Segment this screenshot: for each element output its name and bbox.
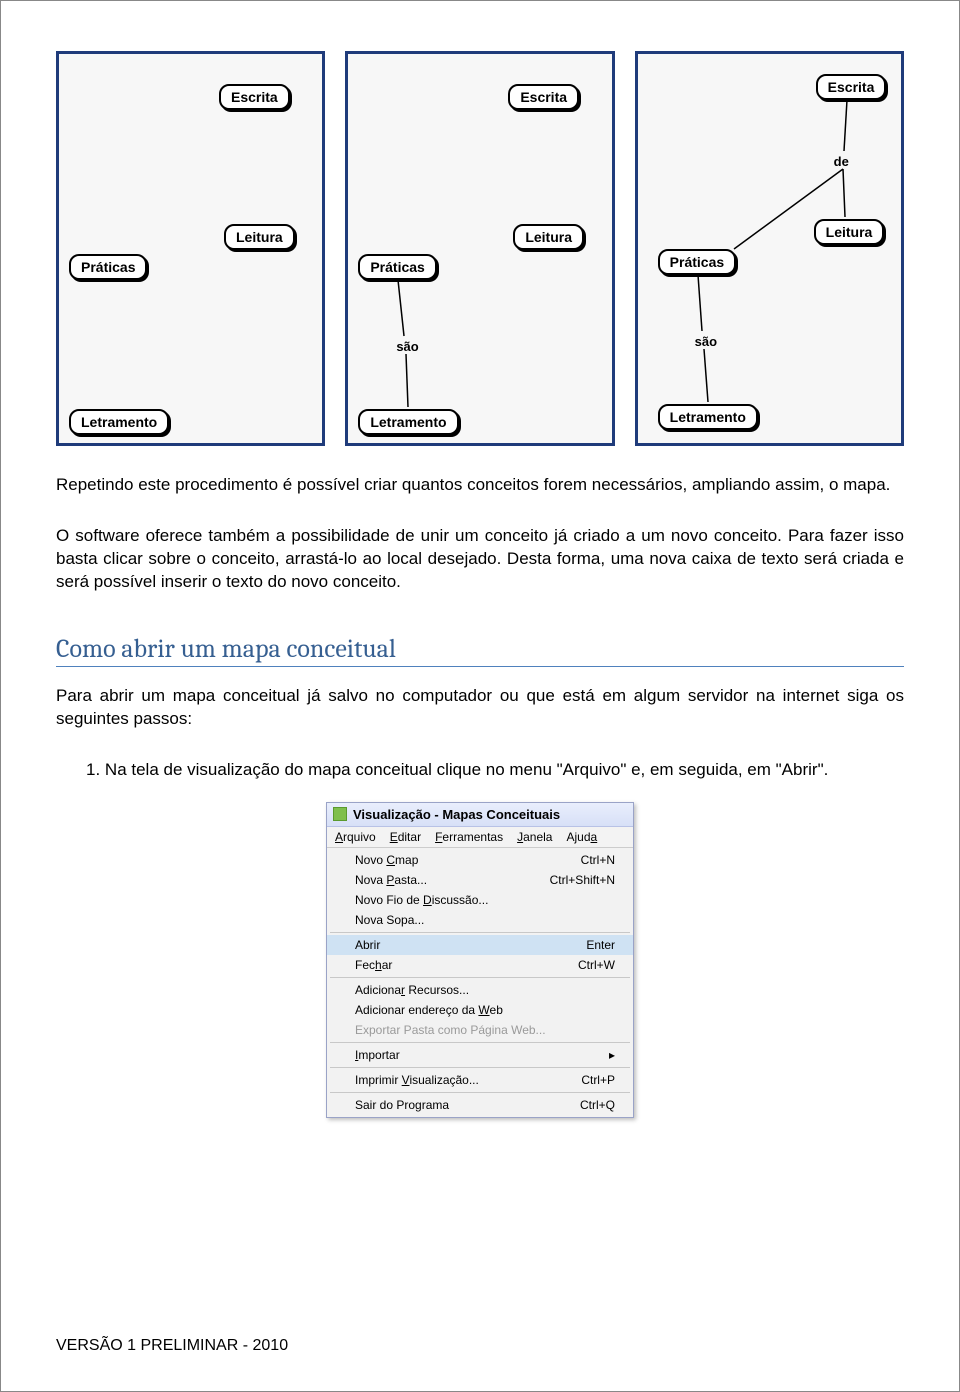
section-heading: Como abrir um mapa conceitual xyxy=(56,634,904,667)
menu-item-label: Adicionar Recursos... xyxy=(355,983,469,997)
menu-screenshot: Visualização - Mapas Conceituais Arquivo… xyxy=(326,802,634,1118)
diagram-panels-row: Escrita Leitura Práticas Letramento Escrita… xyxy=(56,51,904,446)
concept-map-panel-3: Escrita Leitura Práticas Letramento de são xyxy=(635,51,904,446)
menu-item-label: Abrir xyxy=(355,938,380,952)
concept-node[interactable]: Escrita xyxy=(816,74,887,100)
concept-map-panel-1: Escrita Leitura Práticas Letramento xyxy=(56,51,325,446)
concept-node[interactable]: Escrita xyxy=(219,84,290,110)
menu-separator xyxy=(330,1092,630,1093)
menu-item-label: Importar xyxy=(355,1048,400,1062)
menu-item-shortcut: Ctrl+Shift+N xyxy=(550,873,615,887)
window-title: Visualização - Mapas Conceituais xyxy=(353,807,560,822)
item-number: 1. xyxy=(86,760,100,779)
concept-node[interactable]: Letramento xyxy=(358,409,458,435)
menu-bar-item[interactable]: Janela xyxy=(517,830,552,844)
menu-item-label: Novo Fio de Discussão... xyxy=(355,893,488,907)
link-label: de xyxy=(834,154,849,169)
paragraph-1: Repetindo este procedimento é possível c… xyxy=(56,474,904,497)
concept-node[interactable]: Leitura xyxy=(513,224,584,250)
menu-item[interactable]: Sair do Programa Ctrl+Q xyxy=(327,1095,633,1115)
menu-item-label: Fechar xyxy=(355,958,392,972)
concept-node[interactable]: Escrita xyxy=(508,84,579,110)
page-footer: VERSÃO 1 PRELIMINAR - 2010 xyxy=(56,1337,288,1355)
numbered-item-1: 1. Na tela de visualização do mapa conce… xyxy=(56,759,904,782)
menu-item-shortcut: Enter xyxy=(586,938,615,952)
concept-node[interactable]: Práticas xyxy=(658,249,736,275)
menu-item: Exportar Pasta como Página Web... xyxy=(327,1020,633,1040)
menu-item[interactable]: Novo Fio de Discussão... xyxy=(327,890,633,910)
paragraph-2: O software oferece também a possibilidad… xyxy=(56,525,904,594)
menu-item-label: Imprimir Visualização... xyxy=(355,1073,479,1087)
window-titlebar: Visualização - Mapas Conceituais xyxy=(327,803,633,827)
menu-item[interactable]: Fechar Ctrl+W xyxy=(327,955,633,975)
menu-item-label: Nova Sopa... xyxy=(355,913,424,927)
menu-item[interactable]: Imprimir Visualização... Ctrl+P xyxy=(327,1070,633,1090)
menu-bar-item[interactable]: Editar xyxy=(390,830,421,844)
app-icon xyxy=(333,807,347,821)
concept-node[interactable]: Práticas xyxy=(358,254,436,280)
menu-item-shortcut: Ctrl+Q xyxy=(580,1098,615,1112)
concept-node[interactable]: Letramento xyxy=(658,404,758,430)
menu-item-shortcut: Ctrl+N xyxy=(581,853,615,867)
menu-bar: Arquivo Editar Ferramentas Janela Ajuda xyxy=(327,827,633,848)
menu-item-label: Novo Cmap xyxy=(355,853,418,867)
menu-bar-item[interactable]: Ajuda xyxy=(566,830,597,844)
page-container: Escrita Leitura Práticas Letramento Escrita… xyxy=(0,0,960,1392)
dropdown-menu: Novo Cmap Ctrl+N Nova Pasta... Ctrl+Shift+N… xyxy=(327,848,633,1117)
menu-bar-item[interactable]: Arquivo xyxy=(335,830,376,844)
menu-item[interactable]: Adicionar endereço da Web xyxy=(327,1000,633,1020)
concept-node[interactable]: Leitura xyxy=(814,219,885,245)
concept-node[interactable]: Práticas xyxy=(69,254,147,280)
menu-item[interactable]: Importar ▸ xyxy=(327,1045,633,1065)
menu-item[interactable]: Adicionar Recursos... xyxy=(327,980,633,1000)
menu-separator xyxy=(330,932,630,933)
menu-item-label: Nova Pasta... xyxy=(355,873,427,887)
item-text: Na tela de visualização do mapa conceitu… xyxy=(105,760,828,779)
menu-item[interactable]: Abrir Enter xyxy=(327,935,633,955)
menu-item[interactable]: Novo Cmap Ctrl+N xyxy=(327,850,633,870)
menu-separator xyxy=(330,1067,630,1068)
menu-item-label: Sair do Programa xyxy=(355,1098,449,1112)
menu-item[interactable]: Nova Pasta... Ctrl+Shift+N xyxy=(327,870,633,890)
paragraph-3: Para abrir um mapa conceitual já salvo n… xyxy=(56,685,904,731)
menu-item-label: Adicionar endereço da Web xyxy=(355,1003,503,1017)
concept-map-panel-2: Escrita Leitura Práticas Letramento são xyxy=(345,51,614,446)
concept-node[interactable]: Leitura xyxy=(224,224,295,250)
menu-separator xyxy=(330,1042,630,1043)
menu-separator xyxy=(330,977,630,978)
concept-node[interactable]: Letramento xyxy=(69,409,169,435)
menu-item-shortcut: Ctrl+W xyxy=(578,958,615,972)
link-label: são xyxy=(396,339,418,354)
menu-item[interactable]: Nova Sopa... xyxy=(327,910,633,930)
menu-bar-item[interactable]: Ferramentas xyxy=(435,830,503,844)
menu-item-shortcut: Ctrl+P xyxy=(581,1073,615,1087)
menu-item-label: Exportar Pasta como Página Web... xyxy=(355,1023,546,1037)
link-label: são xyxy=(695,334,717,349)
submenu-arrow-icon: ▸ xyxy=(609,1048,615,1062)
